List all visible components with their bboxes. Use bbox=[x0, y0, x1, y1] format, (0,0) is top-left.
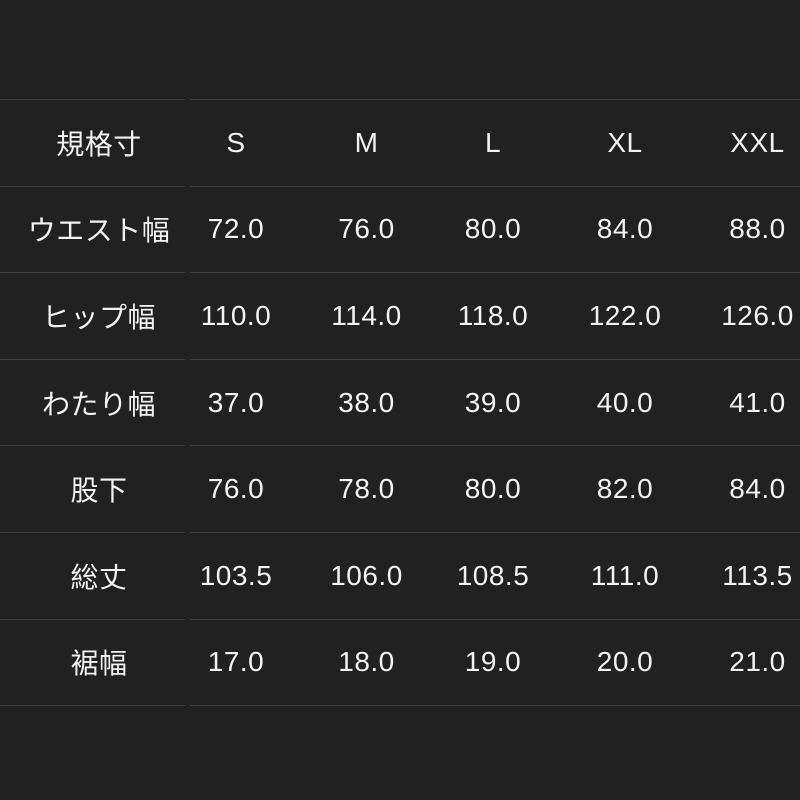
spec-value: 41.0 bbox=[729, 386, 786, 418]
spec-value: 38.0 bbox=[338, 386, 395, 418]
header-sizes: S M L XL XXL bbox=[190, 99, 800, 186]
table-row-thigh: わたり幅 37.0 38.0 39.0 40.0 41.0 bbox=[0, 358, 800, 446]
table-row-total-length: 総丈 103.5 106.0 108.5 111.0 113.5 bbox=[0, 531, 800, 619]
spec-value: 110.0 bbox=[200, 299, 272, 331]
table-bottom-border-right bbox=[190, 705, 800, 707]
spec-value: 114.0 bbox=[331, 299, 402, 331]
header-row: 規格寸 S M L XL XXL bbox=[0, 99, 800, 186]
spec-value: 80.0 bbox=[464, 213, 522, 245]
spec-label-thigh: わたり幅 bbox=[0, 358, 185, 446]
spec-value: 37.0 bbox=[207, 386, 265, 418]
spec-value: 103.5 bbox=[199, 559, 273, 591]
spec-value: 111.0 bbox=[590, 559, 660, 591]
spec-value: 76.0 bbox=[338, 213, 395, 245]
spec-label-total-length: 総丈 bbox=[0, 531, 185, 619]
spec-value: 118.0 bbox=[457, 299, 529, 331]
table-row-inseam: 股下 76.0 78.0 80.0 82.0 84.0 bbox=[0, 445, 800, 532]
header-corner-label: 規格寸 bbox=[0, 99, 185, 186]
table-row-hem: 裾幅 17.0 18.0 19.0 20.0 21.0 bbox=[0, 618, 800, 706]
spec-values-thigh: 37.0 38.0 39.0 40.0 41.0 bbox=[190, 358, 800, 446]
spec-value: 106.0 bbox=[330, 559, 403, 591]
table-row-waist: ウエスト幅 72.0 76.0 80.0 84.0 88.0 bbox=[0, 185, 800, 273]
spec-value: 21.0 bbox=[729, 646, 786, 678]
spec-value: 39.0 bbox=[464, 386, 522, 418]
spec-value: 108.5 bbox=[456, 559, 530, 591]
size-col-header-xxl: XXL bbox=[730, 126, 785, 158]
spec-values-inseam: 76.0 78.0 80.0 82.0 84.0 bbox=[190, 445, 800, 532]
spec-value: 113.5 bbox=[722, 559, 793, 591]
spec-value: 126.0 bbox=[721, 299, 794, 331]
spec-value: 84.0 bbox=[596, 213, 654, 245]
size-col-header-xl: XL bbox=[607, 126, 643, 158]
spec-value: 18.0 bbox=[338, 646, 395, 678]
spec-label-hip: ヒップ幅 bbox=[0, 272, 185, 359]
spec-values-hem: 17.0 18.0 19.0 20.0 21.0 bbox=[190, 618, 800, 706]
size-col-header-s: S bbox=[226, 126, 246, 158]
spec-values-waist: 72.0 76.0 80.0 84.0 88.0 bbox=[190, 185, 800, 273]
spec-values-hip: 110.0 114.0 118.0 122.0 126.0 bbox=[190, 272, 800, 359]
spec-label-waist: ウエスト幅 bbox=[0, 185, 185, 273]
spec-value: 122.0 bbox=[588, 299, 662, 331]
spec-label-hem: 裾幅 bbox=[0, 618, 185, 706]
spec-value: 40.0 bbox=[596, 386, 654, 418]
spec-value: 84.0 bbox=[729, 473, 786, 505]
spec-label-inseam: 股下 bbox=[0, 445, 185, 532]
spec-value: 76.0 bbox=[207, 473, 265, 505]
spec-value: 72.0 bbox=[207, 213, 265, 245]
spec-value: 17.0 bbox=[207, 646, 265, 678]
spec-value: 88.0 bbox=[729, 213, 786, 245]
table-bottom-border-left bbox=[0, 705, 185, 707]
spec-value: 20.0 bbox=[596, 646, 654, 678]
spec-value: 19.0 bbox=[464, 646, 522, 678]
size-col-header-m: M bbox=[354, 126, 379, 158]
spec-values-total-length: 103.5 106.0 108.5 111.0 113.5 bbox=[190, 531, 800, 619]
spec-value: 80.0 bbox=[464, 473, 522, 505]
size-chart-table: 規格寸 S M L XL XXL ウエスト幅 72.0 76.0 80.0 84… bbox=[0, 99, 800, 707]
size-col-header-l: L bbox=[484, 126, 502, 158]
spec-value: 78.0 bbox=[338, 473, 395, 505]
spec-value: 82.0 bbox=[596, 473, 654, 505]
table-row-hip: ヒップ幅 110.0 114.0 118.0 122.0 126.0 bbox=[0, 272, 800, 359]
